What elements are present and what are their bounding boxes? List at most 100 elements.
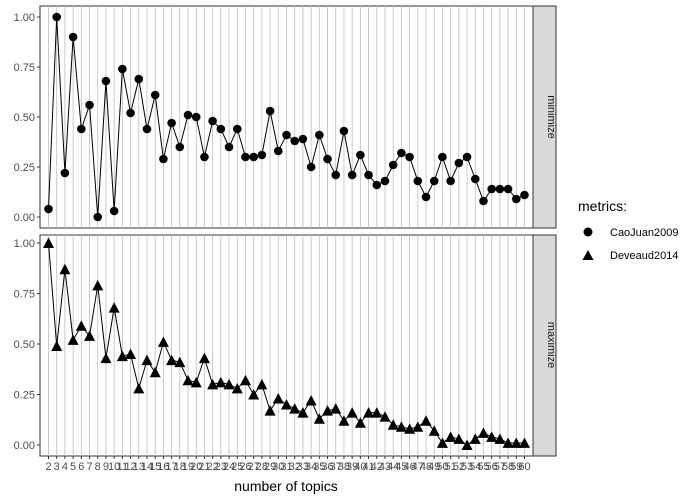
- point-CaoJuan2009-3: [52, 12, 62, 22]
- point-Deveaud2014-6: [75, 320, 87, 331]
- x-tick-label-26: 28: [256, 461, 268, 473]
- point-CaoJuan2009-12: [126, 108, 135, 118]
- x-tick-label-50: 52: [453, 461, 465, 473]
- point-CaoJuan2009-26: [241, 152, 250, 162]
- x-tick-label-19: 21: [198, 461, 210, 473]
- point-CaoJuan2009-19: [183, 110, 193, 120]
- x-tick-label-34: 36: [321, 461, 333, 473]
- point-CaoJuan2009-7: [85, 100, 94, 110]
- x-tick-label-0: 2: [45, 461, 51, 473]
- point-Deveaud2014-54: [469, 433, 481, 444]
- point-Deveaud2014-25: [231, 382, 243, 394]
- point-CaoJuan2009-59: [511, 194, 521, 204]
- strip-top-label: minimize: [545, 95, 557, 138]
- point-CaoJuan2009-33: [298, 134, 308, 144]
- point-CaoJuan2009-60: [520, 190, 529, 200]
- point-CaoJuan2009-29: [265, 106, 275, 116]
- y-tick-label-1-4: 1.00: [14, 238, 35, 250]
- x-tick-label-30: 32: [289, 461, 301, 473]
- point-CaoJuan2009-17: [167, 118, 176, 128]
- point-Deveaud2014-20: [190, 376, 202, 388]
- x-tick-label-22: 24: [223, 461, 235, 473]
- x-axis-title: number of topics: [234, 478, 338, 494]
- x-tick-label-2: 4: [62, 461, 68, 473]
- point-CaoJuan2009-14: [142, 124, 152, 134]
- x-tick-label-16: 18: [174, 461, 186, 473]
- point-CaoJuan2009-24: [224, 142, 234, 152]
- axis-layer: 0.00 0.25 0.50 0.75 1.00 0.00 0.25 0.50 0.75 1.00…: [14, 12, 531, 473]
- point-Deveaud2014-48: [420, 415, 432, 426]
- x-tick-label-48: 50: [436, 461, 448, 473]
- point-Deveaud2014-31: [281, 399, 292, 410]
- point-CaoJuan2009-22: [208, 116, 217, 126]
- point-CaoJuan2009-49: [429, 176, 439, 186]
- point-Deveaud2014-53: [461, 439, 473, 450]
- x-tick-label-54: 56: [486, 461, 498, 473]
- point-Deveaud2014-36: [322, 405, 334, 416]
- point-CaoJuan2009-47: [413, 176, 423, 186]
- point-Deveaud2014-38: [338, 415, 350, 426]
- point-Deveaud2014-42: [371, 407, 383, 418]
- x-tick-label-43: 45: [395, 461, 407, 473]
- point-Deveaud2014-59: [510, 437, 522, 448]
- point-Deveaud2014-52: [453, 433, 465, 444]
- x-tick-label-20: 22: [207, 461, 219, 473]
- point-Deveaud2014-51: [445, 431, 457, 442]
- x-tick-label-40: 42: [371, 461, 383, 473]
- x-tick-label-12: 14: [141, 461, 153, 473]
- point-CaoJuan2009-42: [372, 180, 382, 190]
- point-CaoJuan2009-35: [315, 130, 324, 140]
- point-Deveaud2014-44: [387, 419, 399, 430]
- x-tick-label-33: 35: [313, 461, 325, 473]
- grid-layer: [48, 6, 525, 456]
- point-Deveaud2014-3: [51, 340, 63, 351]
- point-CaoJuan2009-6: [77, 124, 86, 134]
- point-CaoJuan2009-10: [109, 206, 119, 216]
- point-CaoJuan2009-38: [339, 126, 349, 136]
- x-tick-label-49: 51: [445, 461, 457, 473]
- x-tick-label-58: 60: [518, 461, 530, 473]
- point-CaoJuan2009-39: [347, 170, 357, 180]
- x-tick-label-10: 12: [124, 461, 136, 473]
- y-tick-label-0-1: 0.25: [14, 162, 35, 174]
- x-tick-label-39: 41: [362, 461, 374, 473]
- point-Deveaud2014-23: [215, 376, 227, 388]
- x-tick-label-23: 25: [231, 461, 243, 473]
- x-tick-label-1: 3: [54, 461, 60, 473]
- point-Deveaud2014-12: [125, 348, 137, 360]
- point-CaoJuan2009-13: [134, 74, 144, 84]
- point-CaoJuan2009-44: [388, 160, 398, 170]
- point-Deveaud2014-8: [92, 279, 104, 291]
- point-CaoJuan2009-20: [191, 112, 201, 122]
- y-tick-label-0-3: 0.75: [14, 62, 35, 74]
- point-CaoJuan2009-5: [68, 32, 78, 42]
- point-CaoJuan2009-32: [290, 136, 300, 146]
- x-tick-label-31: 33: [297, 461, 309, 473]
- point-Deveaud2014-58: [502, 437, 514, 448]
- x-tick-label-15: 17: [165, 461, 177, 473]
- series-layer: [43, 12, 530, 450]
- x-tick-label-14: 16: [157, 461, 169, 473]
- x-tick-label-27: 29: [264, 461, 276, 473]
- point-Deveaud2014-17: [166, 354, 178, 366]
- y-tick-label-1-0: 0.00: [14, 440, 35, 452]
- point-Deveaud2014-29: [264, 405, 276, 416]
- point-Deveaud2014-19: [182, 374, 194, 386]
- point-Deveaud2014-21: [198, 352, 210, 364]
- point-Deveaud2014-33: [297, 407, 309, 418]
- x-tick-label-17: 19: [182, 461, 194, 473]
- point-CaoJuan2009-8: [93, 212, 103, 222]
- point-CaoJuan2009-11: [118, 64, 127, 74]
- y-tick-label-1-2: 0.50: [14, 339, 35, 351]
- point-CaoJuan2009-21: [200, 152, 209, 162]
- point-CaoJuan2009-4: [60, 168, 70, 178]
- x-tick-label-6: 8: [95, 461, 101, 473]
- strip-bottom-label: maximize: [545, 322, 557, 368]
- point-Deveaud2014-39: [346, 407, 358, 418]
- point-Deveaud2014-15: [149, 366, 161, 378]
- point-Deveaud2014-9: [100, 352, 112, 364]
- x-tick-label-55: 57: [494, 461, 506, 473]
- point-Deveaud2014-18: [174, 356, 186, 368]
- legend-title: metrics:: [578, 198, 627, 214]
